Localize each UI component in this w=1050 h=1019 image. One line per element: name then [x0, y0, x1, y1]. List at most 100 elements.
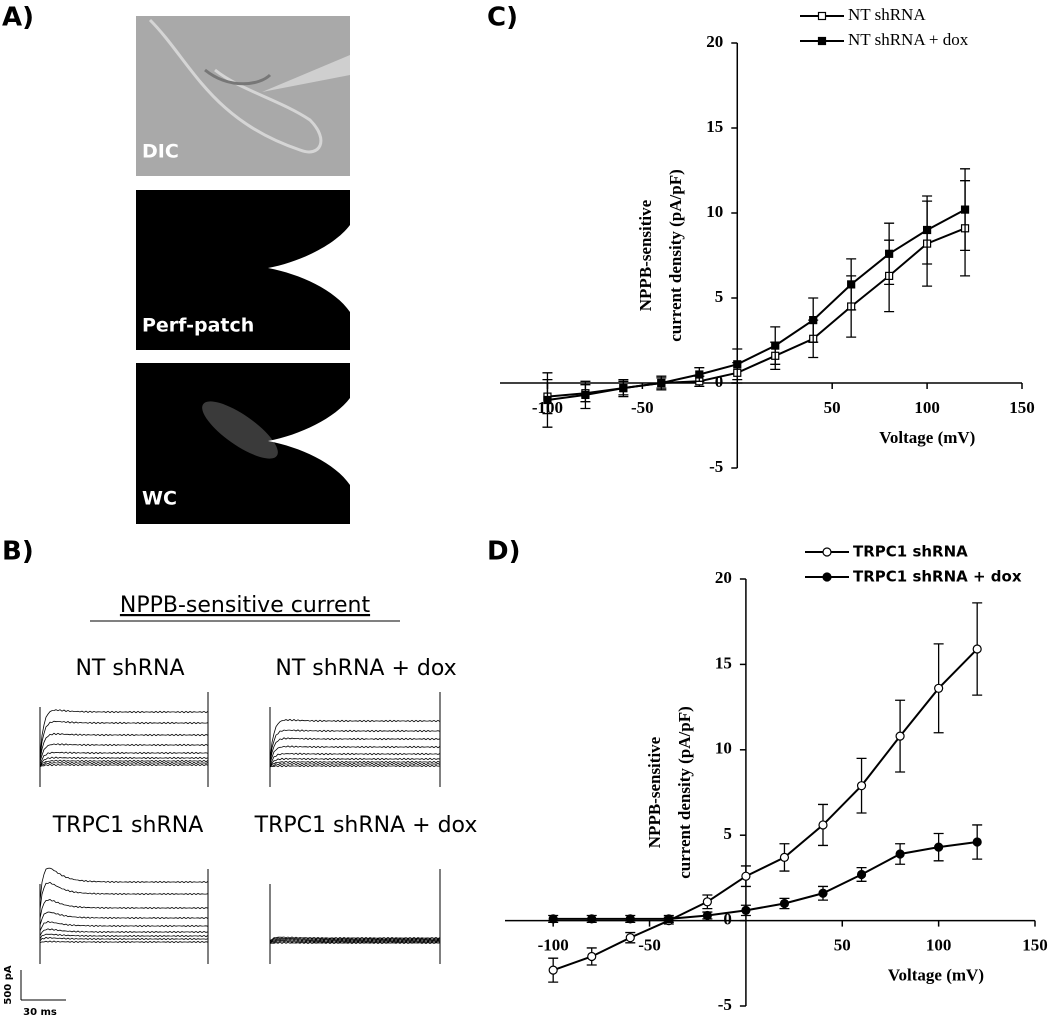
trace [39, 759, 209, 767]
data-point [543, 395, 552, 405]
legend-marker [817, 11, 827, 21]
legend-label: NT shRNA [848, 5, 926, 24]
trace-label: NT shRNA [75, 656, 184, 681]
x-tick-label: 50 [834, 936, 851, 955]
trace [269, 941, 441, 944]
legend-marker [822, 572, 832, 582]
x-tick-label: 100 [914, 398, 940, 417]
panel-label: C) [487, 3, 518, 33]
trace [269, 737, 441, 767]
legend-label: TRPC1 shRNA + dox [853, 568, 1022, 586]
data-point [972, 644, 982, 654]
data-point [922, 225, 932, 235]
x-tick-label: 150 [1022, 936, 1048, 955]
trace-label: TRPC1 shRNA [52, 813, 204, 838]
trace [39, 751, 209, 767]
perf-patch-image: Perf-patch [136, 190, 350, 350]
data-point [657, 378, 666, 388]
data-point [895, 731, 905, 741]
data-point [548, 914, 558, 924]
trace [39, 743, 209, 767]
trace [39, 867, 209, 944]
data-point [818, 888, 828, 898]
trace-label: NT shRNA + dox [275, 656, 456, 681]
trace [39, 763, 209, 767]
y-tick-label: -5 [709, 457, 723, 476]
trace [269, 937, 441, 944]
legend-marker [822, 572, 832, 582]
trace [269, 762, 441, 769]
legend-label: TRPC1 shRNA [853, 543, 968, 561]
data-point [856, 781, 867, 791]
panel-label: B) [2, 537, 34, 567]
scale-label: 500 pA [3, 965, 14, 1005]
x-tick-label: 150 [1009, 398, 1035, 417]
trace [39, 899, 209, 944]
data-point [702, 897, 712, 907]
y-axis-label: current density (pA/pF) [666, 169, 685, 342]
trace [39, 709, 209, 767]
series-line [552, 648, 978, 972]
data-point [895, 849, 905, 859]
data-point [587, 914, 597, 924]
y-tick-label: 10 [706, 202, 723, 221]
x-tick-label: 100 [926, 936, 952, 955]
x-axis-label: Voltage (mV) [879, 428, 975, 447]
data-point [733, 360, 742, 369]
data-point [741, 905, 751, 915]
x-tick-label: -50 [638, 936, 661, 955]
data-point [885, 249, 894, 258]
y-axis-label: NPPB-sensitive [636, 199, 655, 311]
trace [269, 752, 441, 767]
trace [39, 933, 209, 944]
trace [39, 881, 209, 944]
trace [39, 940, 209, 944]
x-tick-label: 50 [824, 398, 841, 417]
panel-label: D) [487, 537, 520, 567]
y-tick-label: 20 [715, 568, 732, 587]
data-point [664, 914, 674, 924]
data-point [934, 683, 944, 693]
y-tick-label: 10 [715, 739, 732, 758]
legend-marker [822, 547, 832, 557]
panel-label: A) [2, 3, 34, 33]
current-traces [39, 692, 441, 964]
data-point [548, 965, 558, 975]
trace [269, 938, 441, 944]
data-point [695, 370, 704, 379]
data-point [818, 820, 828, 830]
data-point [619, 384, 628, 393]
image-label: Perf-patch [142, 315, 254, 337]
trace [269, 764, 441, 768]
trace [39, 928, 209, 944]
y-tick-label: 20 [706, 32, 723, 51]
data-point [809, 316, 818, 325]
trace [39, 761, 209, 768]
y-tick-label: 5 [723, 824, 732, 843]
trace [269, 760, 441, 768]
data-point [779, 852, 790, 863]
x-axis-label: Voltage (mV) [888, 966, 984, 985]
data-point [960, 205, 970, 214]
trace [39, 911, 209, 944]
x-tick-label: -50 [631, 398, 654, 417]
wc-image: WC [136, 363, 350, 524]
y-tick-label: 0 [723, 910, 732, 929]
trace [39, 756, 209, 767]
trace [39, 920, 209, 944]
data-point [934, 842, 944, 852]
image-label: WC [142, 488, 177, 510]
y-axis-label: current density (pA/pF) [675, 706, 694, 879]
trace [269, 939, 441, 944]
series-line [553, 841, 978, 920]
trace-label: TRPC1 shRNA + dox [254, 813, 478, 838]
trace [269, 745, 441, 767]
series-line [547, 227, 966, 398]
x-tick-label: -100 [538, 936, 569, 955]
data-point [625, 914, 635, 924]
y-tick-label: -5 [718, 995, 732, 1014]
legend-marker [822, 547, 832, 557]
traces-title: NPPB-sensitive current [120, 593, 371, 618]
